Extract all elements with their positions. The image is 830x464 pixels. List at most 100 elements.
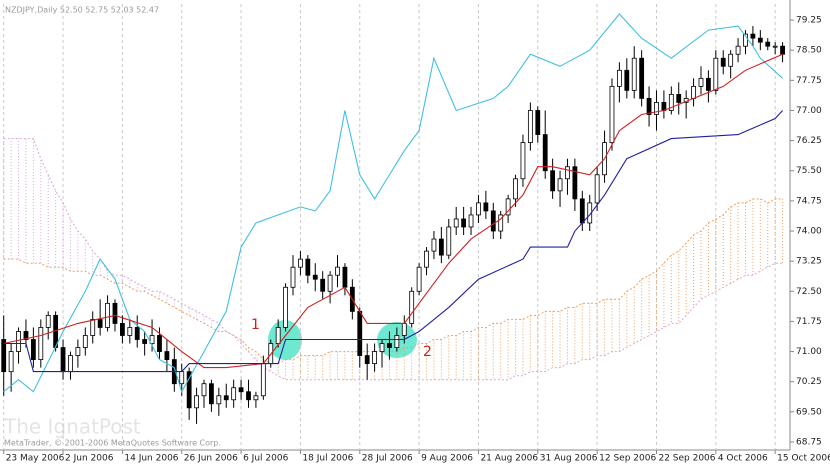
candle-body — [246, 391, 251, 401]
candle-body — [97, 319, 103, 328]
x-tick-label: 22 Sep 2006 — [658, 454, 715, 464]
candle-body — [16, 331, 21, 352]
candle-body — [186, 371, 192, 409]
x-tick-label: 18 Jul 2006 — [302, 454, 353, 464]
y-tick-label: 75.50 — [796, 166, 822, 176]
candle-body — [557, 178, 563, 192]
candle-body — [105, 302, 110, 328]
candle-body — [387, 343, 392, 348]
candle-body — [112, 302, 118, 324]
y-tick-label: 74.75 — [796, 196, 822, 206]
candle-body — [579, 198, 585, 224]
candle-body — [438, 238, 444, 256]
candle-body — [535, 110, 541, 135]
candle-body — [157, 335, 162, 352]
indicator-line — [3, 13, 783, 394]
candle-body — [550, 170, 556, 192]
candle-body — [713, 57, 719, 91]
candle-body — [75, 347, 81, 356]
candle-body — [305, 258, 311, 276]
y-tick-label: 71.00 — [796, 347, 822, 357]
candle-body — [290, 266, 296, 288]
candle-body — [30, 339, 36, 360]
indicator-line — [3, 110, 784, 373]
y-tick-label: 69.50 — [796, 407, 822, 417]
candle-body — [253, 395, 259, 401]
y-tick-label: 77.75 — [796, 76, 822, 86]
candle-body — [45, 314, 51, 328]
cloud-edge — [3, 198, 783, 365]
candle-body — [720, 57, 726, 67]
candle-body — [260, 363, 266, 397]
x-tick-label: 12 Sep 2006 — [599, 454, 656, 464]
candle-body — [409, 290, 415, 324]
candle-body — [82, 335, 88, 348]
candle-body — [335, 266, 340, 276]
y-tick-label: 73.25 — [796, 257, 822, 267]
candle-body — [179, 371, 185, 385]
candle-body — [609, 85, 615, 144]
y-tick-label: 78.50 — [796, 46, 822, 56]
candle-body — [364, 355, 370, 365]
candle-body — [372, 351, 378, 365]
candle-body — [424, 250, 429, 268]
candle-body — [342, 266, 348, 288]
x-tick-label: 21 Aug 2006 — [480, 454, 538, 464]
candle-body — [60, 347, 66, 373]
candle-body — [446, 226, 452, 256]
candle-body — [661, 102, 667, 111]
candle-body — [68, 355, 73, 373]
annotation: 1 — [251, 317, 260, 333]
candle-body — [743, 33, 748, 47]
x-tick-label: 28 Jul 2006 — [362, 454, 413, 464]
candle-body — [616, 69, 622, 87]
candle-body — [527, 110, 533, 144]
candle-body — [194, 395, 199, 409]
copyright: MetaTrader, © 2001-2006 MetaQuotes Softw… — [4, 439, 221, 448]
candle-body — [520, 142, 526, 180]
candle-body — [223, 395, 229, 401]
candle-body — [654, 102, 659, 115]
candle-body — [780, 45, 785, 55]
x-tick-label: 4 Oct 2006 — [718, 454, 768, 464]
candle-body — [750, 33, 756, 39]
candle-body — [320, 278, 326, 292]
candle-body — [505, 198, 511, 216]
chart-title: NZDJPY,Daily 52.50 52.75 52.03 52.47 — [5, 6, 159, 15]
candle-body — [646, 98, 652, 115]
candle-body — [461, 218, 467, 228]
candle-body — [90, 319, 96, 336]
candle-body — [639, 57, 645, 99]
candle-body — [283, 286, 288, 328]
candle-body — [149, 335, 155, 344]
candle-body — [572, 166, 578, 200]
candle-body — [453, 218, 459, 228]
candle-body — [275, 327, 281, 344]
candle-body — [468, 214, 474, 228]
candle-body — [23, 331, 29, 340]
x-tick-label: 14 Jun 2006 — [124, 454, 178, 464]
y-tick-label: 72.50 — [796, 287, 822, 297]
candle-body — [594, 174, 600, 204]
x-tick-label: 9 Aug 2006 — [421, 454, 473, 464]
x-tick-label: 15 Oct 2006 — [777, 454, 830, 464]
candle-body — [565, 166, 570, 180]
candle-body — [676, 94, 682, 103]
candle-body — [476, 202, 481, 216]
indicator-line — [3, 53, 783, 369]
y-tick-label: 77.00 — [796, 106, 822, 116]
candle-body — [164, 351, 170, 360]
y-tick-label: 68.75 — [796, 437, 822, 447]
candle-body — [394, 335, 400, 348]
candle-body — [379, 343, 385, 352]
y-tick-label: 79.25 — [796, 16, 822, 26]
candle-body — [772, 45, 778, 48]
candle-body — [706, 77, 711, 91]
y-tick-label: 74.00 — [796, 227, 822, 237]
candle-body — [483, 202, 489, 212]
candle-body — [1, 339, 7, 373]
x-tick-label: 23 May 2006 — [6, 454, 65, 464]
